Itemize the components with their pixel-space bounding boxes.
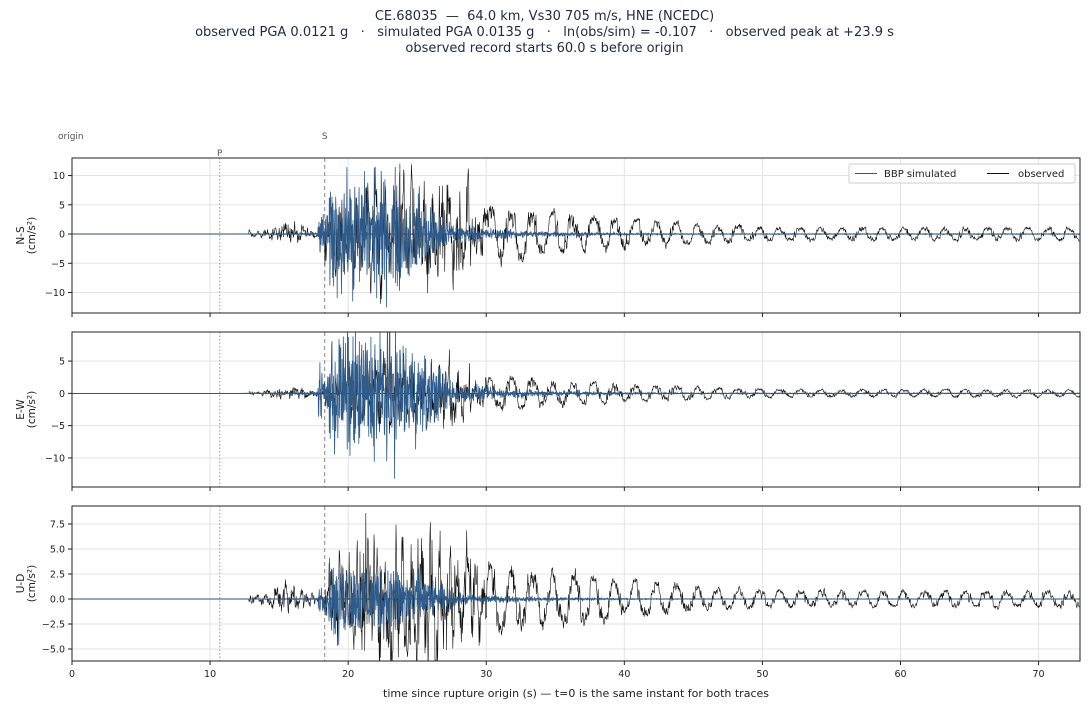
y-tick-label: 0 [59, 389, 65, 400]
y-axis-label-unit: (cm/s²) [26, 217, 38, 254]
y-tick-label: −10 [45, 453, 65, 464]
simulated-trace [72, 166, 1080, 308]
y-axis-label-unit: (cm/s²) [26, 391, 38, 428]
y-axis-label: E-W (cm/s²) [15, 391, 38, 428]
x-tick-label: 0 [69, 669, 75, 680]
panel-e-w: −10 −5 0 5 E-W (cm/s²) [15, 331, 1081, 491]
x-tick-label: 10 [204, 669, 216, 680]
y-tick-label: −2.5 [42, 620, 65, 631]
title-line-3: observed record starts 60.0 s before ori… [405, 41, 684, 56]
panel-u-d: −5.0 −2.5 0.0 2.5 5.0 7.5 0 10 20 30 40 50 60 70 U-D (c… [15, 505, 1081, 680]
y-axis-label-unit: (cm/s²) [26, 565, 38, 602]
x-tick-label: 20 [342, 669, 354, 680]
y-tick-label: 5.0 [50, 545, 65, 556]
y-tick-label: 7.5 [50, 520, 65, 531]
title-line-1: CE.68035 — 64.0 km, Vs30 705 m/s, HNE (N… [374, 9, 715, 24]
legend: BBP simulated observed [848, 163, 1076, 184]
plot-frame [71, 157, 1081, 314]
y-tick-label: −5 [51, 259, 65, 270]
y-tick-label: 0 [59, 230, 65, 241]
plot-frame [71, 505, 1081, 662]
title-line-2: observed PGA 0.0121 g · simulated PGA 0.… [195, 25, 894, 40]
x-tick-label: 40 [618, 669, 630, 680]
x-tick-label: 50 [756, 669, 768, 680]
y-tick-label: −5.0 [42, 645, 65, 656]
origin-label: origin [58, 132, 84, 142]
y-tick-label: 2.5 [50, 570, 65, 581]
y-axis-label: N-S (cm/s²) [15, 217, 38, 254]
legend-label-observed: observed [1018, 169, 1064, 180]
y-tick-label: 10 [53, 171, 65, 182]
y-axis-label-name: N-S [15, 226, 27, 245]
legend-box [848, 163, 1076, 184]
x-tick-label: 70 [1033, 669, 1045, 680]
y-tick-label: −10 [45, 288, 65, 299]
s-label: S [322, 132, 328, 142]
x-tick-label: 60 [894, 669, 906, 680]
x-axis-label: time since rupture origin (s) — t=0 is t… [383, 687, 769, 700]
simulated-trace [72, 332, 1080, 479]
legend-label-simulated: BBP simulated [884, 169, 956, 180]
y-tick-label: 0.0 [50, 595, 65, 606]
y-axis-label-name: U-D [15, 574, 27, 594]
y-axis-label-name: E-W [15, 399, 27, 420]
p-label: P [217, 149, 223, 159]
y-tick-label: −5 [51, 421, 65, 432]
plot-frame [71, 331, 1081, 488]
simulated-trace [72, 553, 1080, 646]
y-tick-label: 5 [59, 200, 65, 211]
x-tick-label: 30 [480, 669, 492, 680]
y-axis-label: U-D (cm/s²) [15, 565, 38, 602]
y-tick-label: 5 [59, 357, 65, 368]
